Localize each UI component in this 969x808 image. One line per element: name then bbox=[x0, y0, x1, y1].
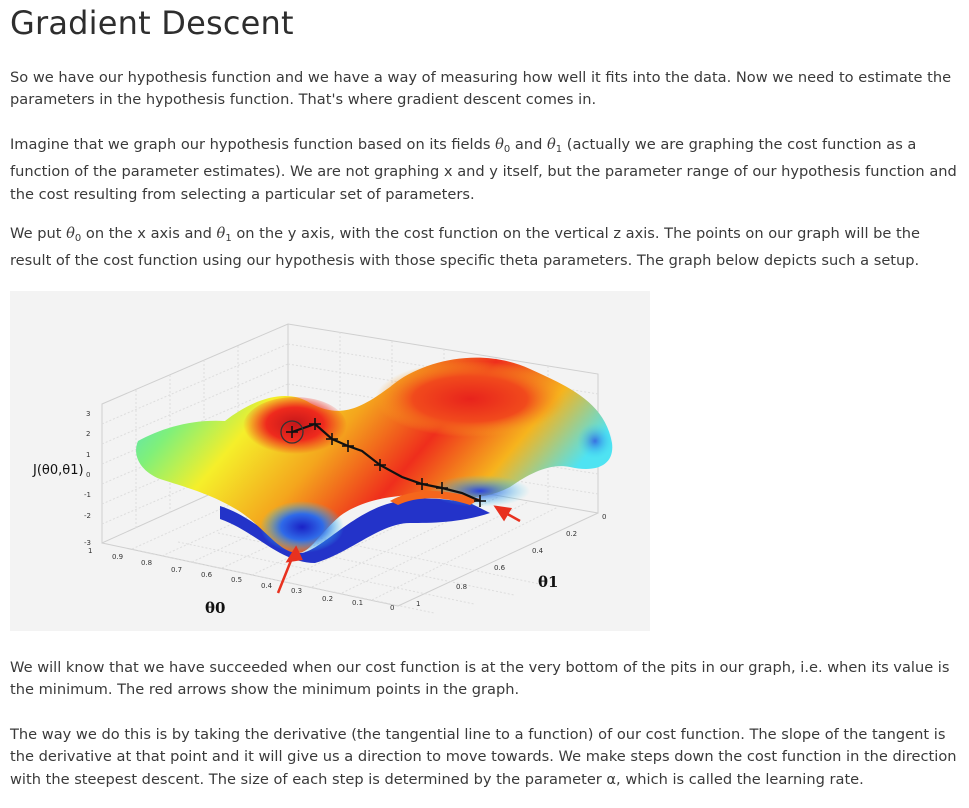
cost-function-surface-figure: J(θ0,θ1) θ0 θ1 3 2 1 0 -1 -2 -3 1 0.9 0.… bbox=[10, 291, 650, 631]
y-tick: 0.8 bbox=[456, 583, 467, 591]
descent-step-markers bbox=[286, 418, 486, 507]
surface-underside-blue bbox=[220, 498, 490, 563]
front-pit bbox=[260, 501, 344, 553]
paragraph-derivative: The way we do this is by taking the deri… bbox=[10, 726, 957, 788]
surface-plot: J(θ0,θ1) θ0 θ1 3 2 1 0 -1 -2 -3 1 0.9 0.… bbox=[32, 323, 613, 617]
x-tick: 0.8 bbox=[141, 559, 152, 567]
x-tick: 0 bbox=[390, 604, 394, 612]
x-tick: 0.5 bbox=[231, 576, 242, 584]
paragraph-graph-explanation: Imagine that we graph our hypothesis fun… bbox=[10, 134, 960, 206]
theta1-subscript: 1 bbox=[225, 233, 232, 244]
paragraph-axes-setup: We put θ0 on the x axis and θ1 on the y … bbox=[10, 223, 960, 273]
z-ticks: 3 2 1 0 -1 -2 -3 bbox=[84, 410, 91, 547]
theta0-symbol: θ bbox=[66, 225, 75, 242]
x-axis-label: θ0 bbox=[205, 599, 225, 617]
z-tick: -2 bbox=[84, 512, 91, 520]
z-tick: -1 bbox=[84, 491, 91, 499]
step-marker bbox=[286, 426, 298, 438]
step-marker bbox=[374, 459, 386, 471]
theta0-subscript: 0 bbox=[74, 233, 82, 244]
page-title: Gradient Descent bbox=[10, 4, 294, 42]
x-tick: 0.7 bbox=[171, 566, 182, 574]
x-ticks: 1 0.9 0.8 0.7 0.6 0.5 0.4 0.3 0.2 0.1 0 bbox=[88, 547, 394, 612]
y-tick: 0.6 bbox=[494, 564, 506, 572]
paragraph-intro: So we have our hypothesis function and w… bbox=[10, 69, 952, 109]
arrow-front-head bbox=[285, 545, 303, 563]
z-axis-label: J(θ0,θ1) bbox=[32, 463, 84, 478]
p2-text-c: (actually we are graphing the cost funct… bbox=[10, 136, 957, 203]
p2-text-b: and bbox=[510, 136, 547, 153]
step-marker bbox=[416, 478, 428, 490]
theta1-symbol: θ bbox=[547, 136, 556, 153]
y-tick: 0.2 bbox=[566, 530, 577, 538]
step-marker bbox=[326, 433, 338, 445]
cost-surface bbox=[136, 357, 613, 563]
p3-text-a: We put bbox=[10, 225, 67, 242]
x-tick: 0.2 bbox=[322, 595, 333, 603]
p3-text-b: on the x axis and bbox=[81, 225, 217, 242]
paragraph-minimum: We will know that we have succeeded when… bbox=[10, 659, 950, 699]
step-marker bbox=[436, 482, 448, 494]
step-marker bbox=[342, 440, 354, 452]
y-axis-label: θ1 bbox=[538, 573, 558, 591]
p2-text-a: Imagine that we graph our hypothesis fun… bbox=[10, 136, 496, 153]
x-tick: 0.4 bbox=[261, 582, 273, 590]
x-tick: 1 bbox=[88, 547, 92, 555]
z-tick: 2 bbox=[86, 430, 90, 438]
p3-text-c: on the y axis, with the cost function on… bbox=[10, 225, 920, 270]
y-ticks: 1 0.8 0.6 0.4 0.2 0 bbox=[416, 513, 606, 608]
minimum-arrows bbox=[276, 505, 521, 594]
x-tick: 0.3 bbox=[291, 587, 302, 595]
left-peak bbox=[243, 397, 347, 457]
y-tick: 0 bbox=[602, 513, 606, 521]
z-tick: 0 bbox=[86, 471, 90, 479]
right-peak bbox=[375, 361, 565, 437]
theta1-symbol: θ bbox=[216, 225, 226, 242]
theta0-subscript: 0 bbox=[503, 144, 511, 155]
z-tick: 3 bbox=[86, 410, 90, 418]
arrow-back-head bbox=[493, 505, 513, 522]
y-tick: 1 bbox=[416, 600, 420, 608]
x-tick: 0.9 bbox=[112, 553, 123, 561]
x-tick: 0.1 bbox=[352, 599, 363, 607]
y-tick: 0.4 bbox=[532, 547, 544, 555]
step-marker bbox=[474, 495, 486, 507]
step-marker bbox=[309, 418, 321, 430]
z-tick: -3 bbox=[84, 539, 91, 547]
x-tick: 0.6 bbox=[201, 571, 213, 579]
right-pit bbox=[577, 423, 613, 459]
start-circle bbox=[280, 420, 304, 444]
theta0-symbol: θ bbox=[495, 136, 504, 153]
orange-ridge bbox=[390, 490, 480, 505]
z-tick: 1 bbox=[86, 451, 90, 459]
theta1-subscript: 1 bbox=[555, 144, 563, 155]
